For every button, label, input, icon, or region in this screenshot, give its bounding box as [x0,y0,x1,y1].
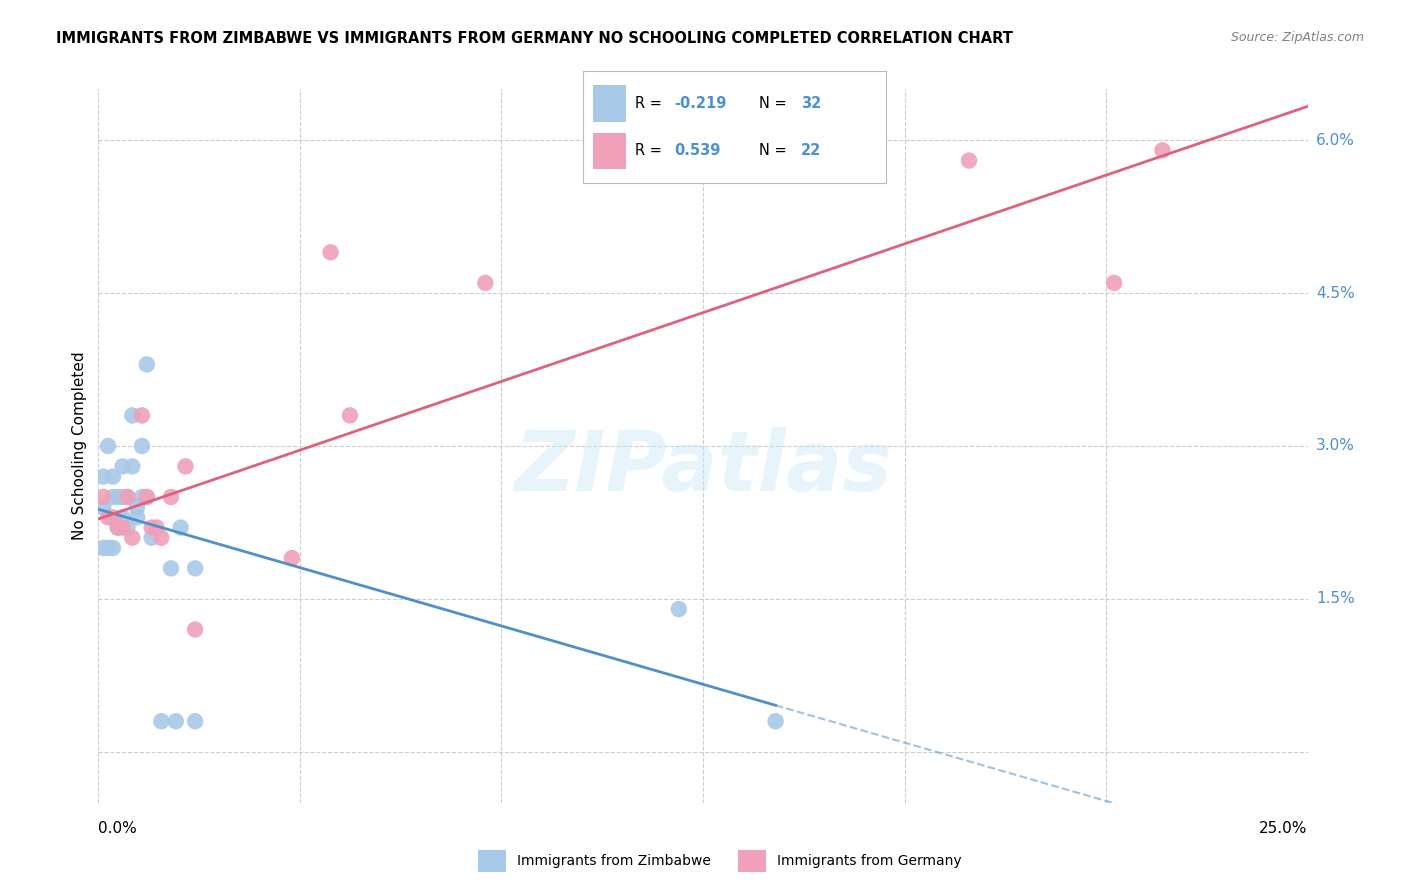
Point [668,602,690,616]
Point [107,490,129,504]
Point [101,510,124,524]
Text: Immigrants from Zimbabwe: Immigrants from Zimbabwe [517,854,710,868]
Point [131,409,153,423]
Text: IMMIGRANTS FROM ZIMBABWE VS IMMIGRANTS FROM GERMANY NO SCHOOLING COMPLETED CORRE: IMMIGRANTS FROM ZIMBABWE VS IMMIGRANTS F… [56,31,1014,46]
Point [141,520,163,534]
Bar [592,133,626,169]
Point [150,531,173,545]
Text: 25.0%: 25.0% [1260,822,1308,837]
Point [160,490,183,504]
Text: R =: R = [636,96,666,111]
Point [121,531,143,545]
Point [319,245,342,260]
Point [174,459,197,474]
Bar [478,849,506,872]
Text: 1.5%: 1.5% [1316,591,1354,607]
Point [131,490,153,504]
Point [184,623,207,637]
Point [135,490,157,504]
Point [101,490,124,504]
Point [91,469,114,483]
Point [91,490,114,504]
Point [127,500,149,515]
Point [127,510,149,524]
Point [111,459,134,474]
Text: 32: 32 [801,96,821,111]
Point [121,409,143,423]
Point [101,541,124,555]
Point [150,714,173,729]
Point [135,358,157,372]
Point [111,490,134,504]
Point [1102,276,1125,290]
Point [1152,144,1174,158]
Point [107,520,129,534]
Point [339,409,361,423]
Point [117,490,139,504]
Point [160,561,183,575]
Text: 6.0%: 6.0% [1316,133,1355,148]
Text: 22: 22 [801,144,821,158]
Point [765,714,787,729]
Point [141,531,163,545]
Point [117,520,139,534]
Text: Source: ZipAtlas.com: Source: ZipAtlas.com [1230,31,1364,45]
Point [117,490,139,504]
Point [184,561,207,575]
Text: Immigrants from Germany: Immigrants from Germany [778,854,962,868]
Text: R =: R = [636,144,671,158]
Point [184,714,207,729]
Point [97,439,120,453]
Point [111,510,134,524]
Point [165,714,187,729]
Point [281,551,304,566]
Point [97,510,120,524]
Y-axis label: No Schooling Completed: No Schooling Completed [72,351,87,541]
Text: N =: N = [759,144,792,158]
Point [91,541,114,555]
Point [169,520,191,534]
Point [111,520,134,534]
Text: -0.219: -0.219 [675,96,727,111]
Text: 4.5%: 4.5% [1316,285,1354,301]
Point [91,500,114,515]
Text: 3.0%: 3.0% [1316,439,1355,453]
Bar [738,849,766,872]
Point [957,153,980,168]
Text: 0.539: 0.539 [675,144,720,158]
Point [107,520,129,534]
Bar [592,86,626,121]
Point [474,276,496,290]
Text: 0.0%: 0.0% [98,822,138,837]
Point [145,520,167,534]
Text: N =: N = [759,96,792,111]
Point [101,469,124,483]
Point [131,439,153,453]
Point [121,459,143,474]
Text: ZIPatlas: ZIPatlas [515,427,891,508]
Point [97,541,120,555]
Point [135,490,157,504]
